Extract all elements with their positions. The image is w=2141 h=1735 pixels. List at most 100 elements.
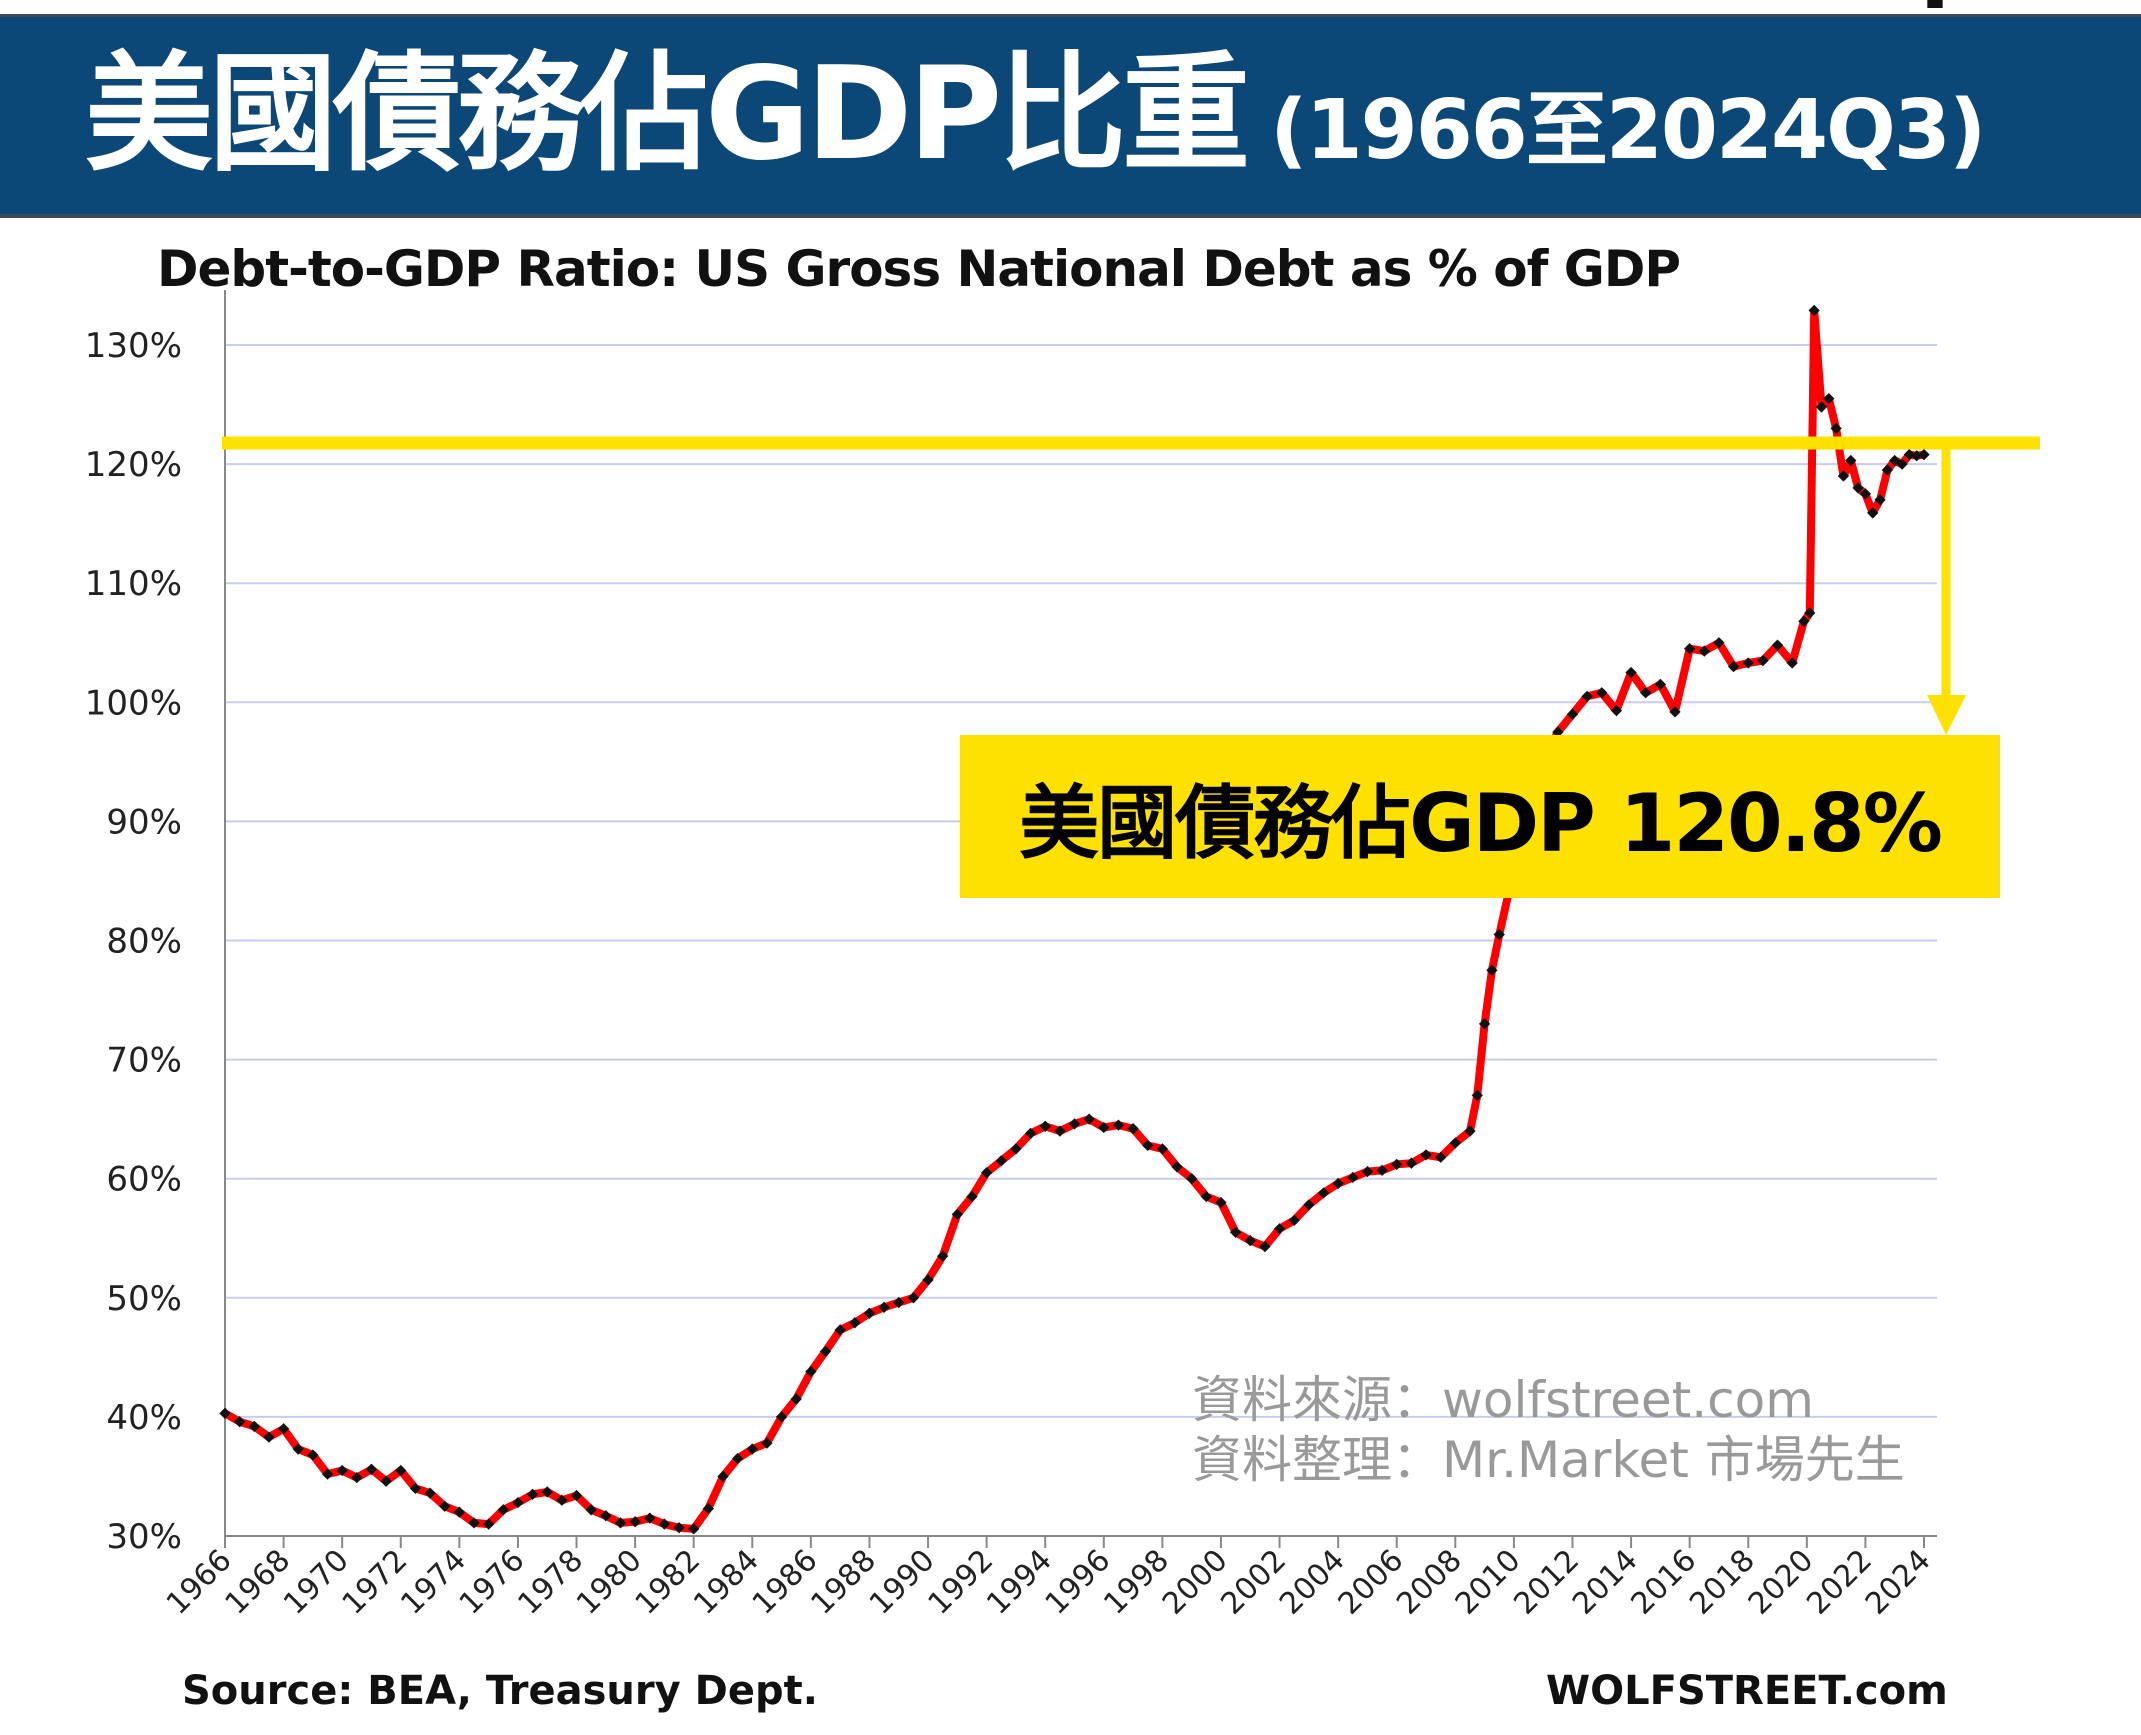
value-callout: 美國債務佔GDP 120.8%	[960, 735, 2000, 898]
data-point	[1361, 1165, 1374, 1178]
data-point	[1566, 708, 1579, 720]
data-point	[1727, 660, 1740, 673]
series-line	[223, 306, 1925, 1533]
x-tick-label: 2012	[1507, 1543, 1586, 1622]
data-point	[1837, 470, 1850, 482]
data-point	[1698, 645, 1710, 657]
data-point	[1823, 392, 1835, 405]
data-point	[1874, 494, 1886, 506]
data-point	[673, 1522, 685, 1534]
footer-source: Source: BEA, Treasury Dept.	[182, 1668, 818, 1714]
data-point	[951, 1208, 963, 1221]
data-point	[1259, 1240, 1271, 1253]
data-point	[1024, 1127, 1037, 1140]
data-point	[1683, 643, 1696, 655]
data-point	[351, 1471, 363, 1484]
x-tick-label: 1980	[570, 1543, 649, 1622]
data-point	[482, 1518, 495, 1530]
data-point	[468, 1517, 480, 1529]
data-point	[1757, 654, 1769, 667]
data-point	[1332, 1177, 1344, 1190]
data-point	[1640, 687, 1652, 699]
x-tick-label: 2014	[1566, 1543, 1645, 1622]
data-point	[761, 1437, 773, 1449]
data-point	[922, 1274, 934, 1286]
chart-title: Debt-to-GDP Ratio: US Gross National Deb…	[157, 240, 1681, 298]
data-point	[1934, 0, 1943, 8]
data-point	[849, 1317, 861, 1329]
data-point	[1039, 1120, 1051, 1132]
x-axis-ticks: 1966196819701972197419761978198019821984…	[160, 1536, 1938, 1622]
data-point	[1918, 448, 1930, 461]
data-point	[497, 1504, 509, 1516]
y-tick-label: 110%	[85, 564, 182, 604]
y-axis-ticks: 30% 40% 50% 60% 70% 80% 90% 100% 110% 120% 130%	[85, 326, 182, 1557]
x-tick-label: 1972	[336, 1543, 415, 1622]
data-point	[1054, 1125, 1066, 1137]
data-point	[1127, 1123, 1139, 1135]
data-point	[834, 1324, 846, 1336]
data-point	[409, 1482, 422, 1495]
x-tick-label: 2024	[1859, 1543, 1938, 1622]
x-tick-label: 1990	[863, 1543, 942, 1622]
data-point	[1881, 464, 1894, 476]
data-point	[1171, 1161, 1183, 1173]
data-point	[1771, 639, 1784, 651]
data-point	[1112, 1119, 1125, 1131]
x-tick-label: 1968	[219, 1543, 298, 1622]
data-point	[219, 1407, 231, 1419]
data-point	[1200, 1190, 1212, 1203]
data-point	[1420, 1149, 1432, 1161]
data-point	[717, 1470, 729, 1483]
y-tick-label: 100%	[85, 683, 182, 723]
data-point	[1156, 1143, 1169, 1155]
data-point	[805, 1365, 817, 1378]
data-point	[702, 1502, 714, 1515]
x-tick-label: 2008	[1390, 1543, 1469, 1622]
y-tick-label: 60%	[106, 1160, 182, 1200]
data-point	[1845, 454, 1857, 467]
data-point	[277, 1423, 290, 1435]
x-tick-label: 2020	[1742, 1543, 1821, 1622]
data-point	[1347, 1171, 1359, 1184]
data-point	[1911, 450, 1923, 462]
data-point	[585, 1504, 597, 1516]
data-point	[790, 1393, 802, 1405]
data-point	[1376, 1164, 1388, 1177]
x-tick-label: 2002	[1214, 1543, 1293, 1622]
x-tick-label: 1986	[746, 1543, 825, 1622]
x-tick-label: 2010	[1449, 1543, 1528, 1622]
data-point	[1859, 488, 1872, 500]
data-point	[1903, 448, 1916, 461]
y-tick-label: 120%	[85, 445, 182, 485]
data-point	[1610, 704, 1623, 717]
y-tick-label: 40%	[106, 1398, 182, 1438]
data-point	[365, 1463, 378, 1475]
data-point	[395, 1464, 407, 1477]
data-point	[1581, 690, 1593, 703]
data-point	[1852, 482, 1864, 494]
x-tick-label: 2022	[1800, 1543, 1879, 1622]
x-tick-label: 1982	[629, 1543, 708, 1622]
data-point	[1808, 304, 1820, 317]
data-point	[1464, 1125, 1476, 1137]
data-point	[248, 1420, 260, 1433]
data-point	[1405, 1157, 1418, 1169]
x-tick-label: 1996	[1039, 1543, 1118, 1622]
x-tick-label: 1978	[511, 1543, 590, 1622]
data-point	[658, 1518, 671, 1530]
data-point	[1471, 1089, 1483, 1101]
data-point	[614, 1517, 627, 1529]
data-point	[263, 1431, 275, 1443]
x-tick-label: 1970	[277, 1543, 356, 1622]
data-point	[1083, 1113, 1095, 1125]
data-point	[1317, 1187, 1330, 1199]
data-point	[629, 1516, 641, 1528]
data-point	[980, 1167, 993, 1179]
data-point	[1273, 1223, 1286, 1235]
title-banner: 美國債務佔GDP比重 (1966至2024Q3)	[0, 14, 2141, 218]
data-point	[307, 1449, 319, 1461]
data-point	[1493, 928, 1505, 941]
data-point	[541, 1486, 553, 1498]
data-point	[907, 1292, 920, 1304]
